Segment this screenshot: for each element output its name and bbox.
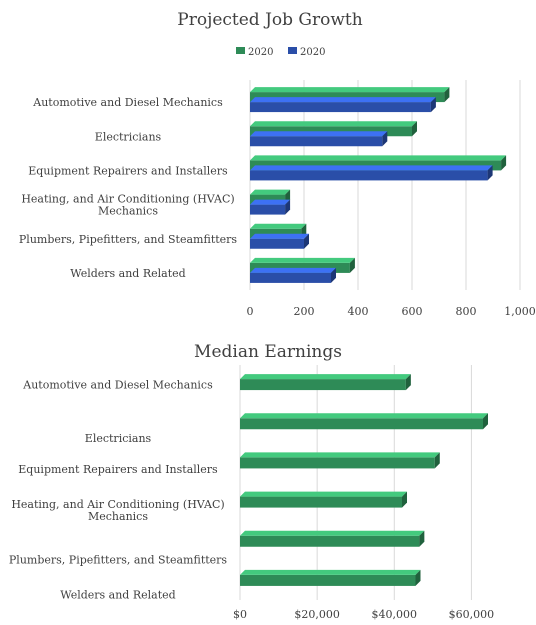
bar-0-top	[250, 189, 291, 195]
x-tick-label: $0	[233, 608, 247, 621]
bar-0-top	[240, 491, 407, 497]
chart-title: Median Earnings	[194, 342, 342, 362]
bar-0-side	[412, 121, 417, 137]
bar-0	[240, 496, 402, 508]
bar-1-top	[250, 165, 493, 171]
bar-1	[250, 170, 488, 181]
median-earnings-svg: Median Earnings $0 $20,000 $40,000 $60,000 Au…	[9, 342, 495, 621]
bar-0-side	[349, 257, 355, 273]
category-label: Plumbers, Pipefitters, and Steamfitters	[9, 553, 228, 566]
category-label: Electricians	[95, 130, 162, 143]
bar-0	[240, 379, 406, 391]
chart-title: Projected Job Growth	[177, 10, 362, 30]
bar-1-side	[382, 131, 388, 147]
category-label: Heating, and Air Conditioning (HVAC) Mech…	[11, 498, 224, 523]
category-label: Welders and Related	[70, 267, 185, 280]
category-label: Equipment Repairers and Installers	[28, 164, 228, 177]
bar-0-side	[444, 87, 450, 103]
projected-job-growth-chart: Projected Job Growth 2020 2020 0 200 400 600 80…	[19, 10, 536, 318]
bar-0-side	[483, 413, 488, 430]
bar-0-side	[419, 530, 425, 547]
bar-1	[250, 136, 383, 147]
legend-swatch-0	[236, 47, 245, 54]
category-label: Equipment Repairers and Installers	[18, 463, 218, 476]
bar-0-top	[250, 155, 507, 161]
category-label: Automotive and Diesel Mechanics	[32, 96, 223, 109]
bar-0	[240, 535, 420, 547]
bar-1-top	[250, 199, 291, 205]
category-label: Automotive and Diesel Mechanics	[22, 379, 213, 392]
bar-0	[240, 418, 483, 430]
median-earnings-chart: Median Earnings $0 $20,000 $40,000 $60,000 Au…	[0, 335, 536, 621]
category-label: Electricians	[85, 432, 152, 445]
bar-0-side	[405, 374, 411, 391]
bar-0-side	[501, 155, 507, 171]
bar-0-top	[250, 223, 307, 229]
bar-0-top	[240, 413, 488, 419]
bar-1	[250, 272, 331, 283]
category-label: Welders and Related	[60, 588, 175, 601]
x-tick-label: 1,000	[504, 305, 536, 318]
bar-0	[240, 457, 435, 469]
x-tick-label: $20,000	[294, 608, 340, 621]
bar-1-top	[250, 267, 336, 273]
bar-1-side	[487, 165, 493, 181]
bar-1	[250, 204, 286, 215]
category-label: Heating, and Air Conditioning (HVAC) Mech…	[21, 193, 234, 218]
bar-0-top	[250, 87, 450, 93]
bar-1	[250, 238, 304, 249]
legend-label-0: 2020	[248, 47, 273, 58]
category-label: Plumbers, Pipefitters, and Steamfitters	[19, 233, 238, 246]
bar-0-top	[240, 530, 425, 536]
projected-job-growth-svg: Projected Job Growth 2020 2020 0 200 400 600 80…	[19, 10, 536, 318]
bar-1-top	[250, 131, 388, 137]
bar-0-top	[240, 452, 440, 458]
legend-swatch-1	[288, 47, 297, 54]
bar-1-top	[250, 97, 436, 103]
bar-0-side	[415, 569, 421, 586]
bar-1-top	[250, 233, 309, 239]
x-tick-label: 600	[402, 305, 423, 318]
x-tick-label: 200	[294, 305, 315, 318]
bar-1-side	[285, 199, 291, 215]
x-tick-label: 0	[247, 305, 254, 318]
x-tick-label: $40,000	[372, 608, 418, 621]
x-tick-label: $60,000	[449, 608, 495, 621]
legend-label-1: 2020	[300, 47, 325, 58]
bar-0-side	[434, 452, 440, 469]
x-tick-label: 800	[456, 305, 477, 318]
bar-1-side	[304, 233, 309, 249]
bar-1-side	[430, 97, 436, 113]
bar-0	[240, 574, 416, 586]
bar-0-top	[240, 569, 421, 575]
bar-0-top	[250, 257, 355, 263]
bar-1	[250, 102, 431, 113]
bar-0-side	[402, 491, 407, 508]
bar-1-side	[331, 267, 336, 283]
x-tick-label: 400	[348, 305, 369, 318]
bar-0-top	[240, 374, 411, 380]
bar-0-top	[250, 121, 417, 127]
